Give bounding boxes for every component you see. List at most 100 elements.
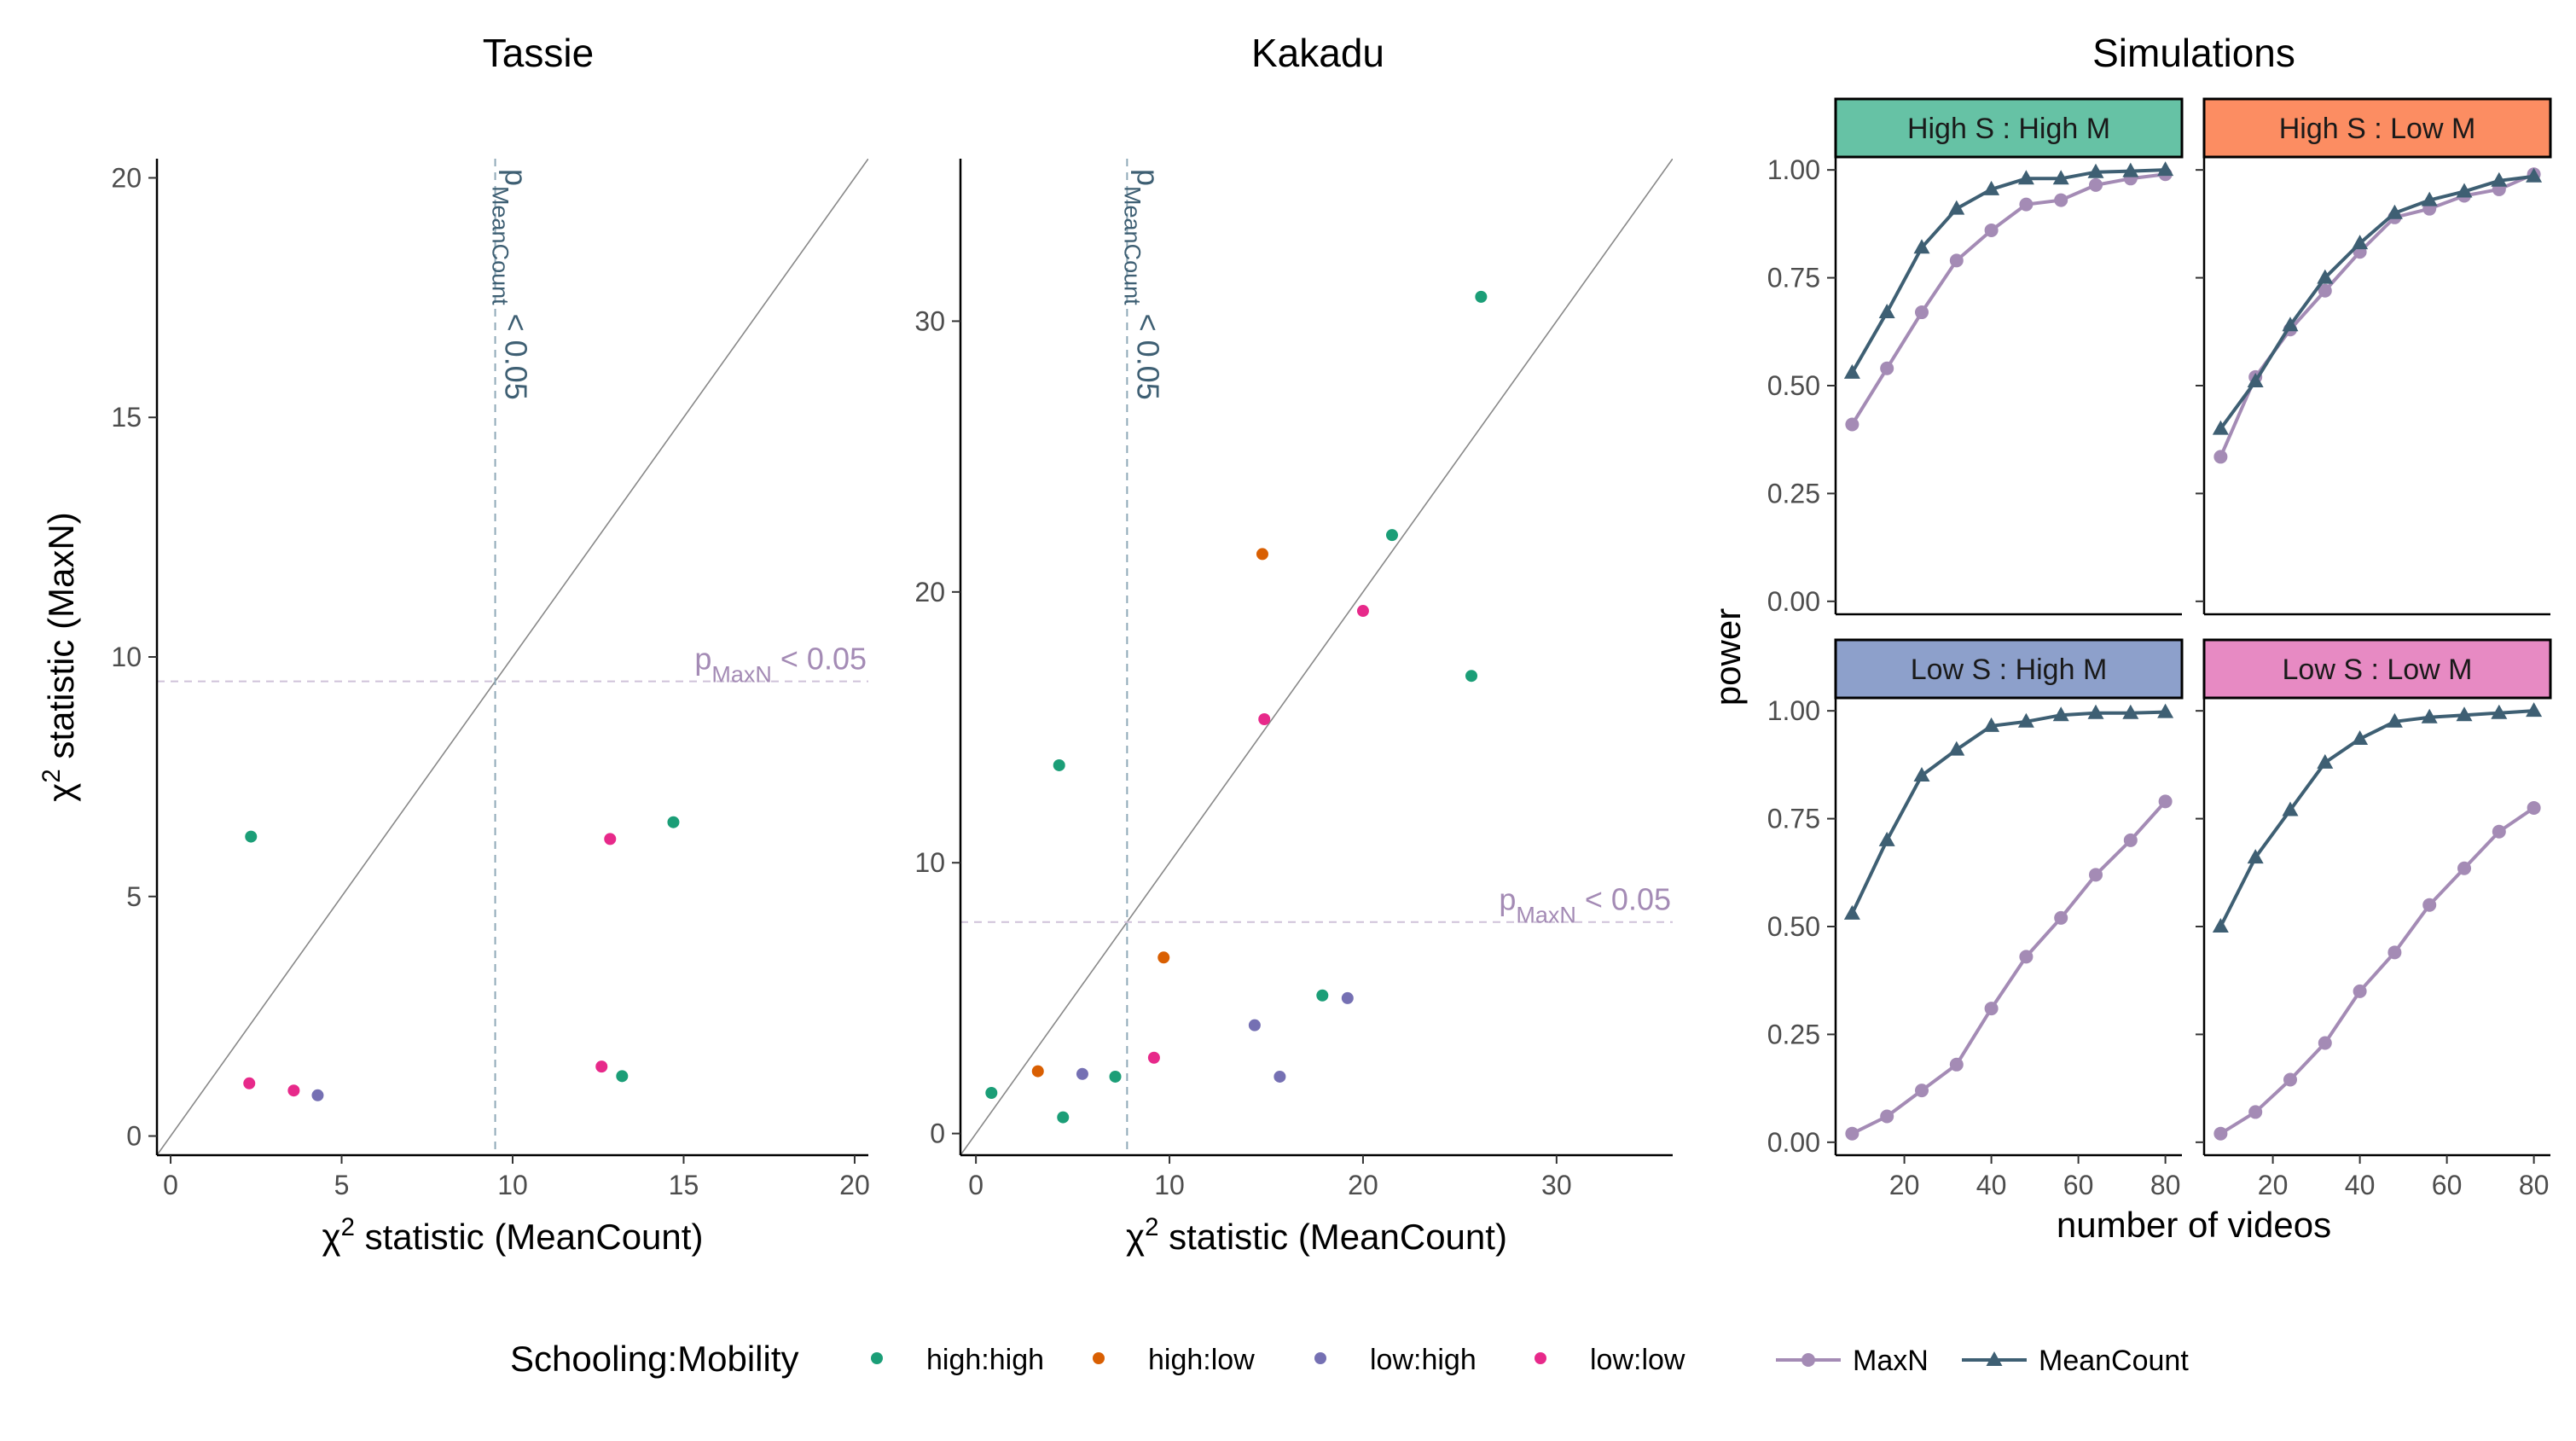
marker-meancount <box>2317 269 2334 284</box>
line-meancount <box>1850 168 2166 374</box>
facet-1: High S : High M 0.00 0.25 0.50 0.75 1.00 <box>1767 97 2184 617</box>
threshold-maxn-label: pMaxN < 0.05 <box>1499 882 1671 928</box>
x-tick-label: 0 <box>163 1170 178 1200</box>
point-high-high <box>1316 989 1329 1002</box>
facet-strip-label: High S : High M <box>1907 113 2110 145</box>
legend-key-high-high <box>871 1352 883 1364</box>
point-high-high <box>245 830 258 843</box>
legend-label: high:high <box>926 1344 1044 1376</box>
y-tick-label: 5 <box>126 881 142 912</box>
facet-strip-label: Low S : Low M <box>2283 654 2473 686</box>
line-meancount <box>1850 710 2166 915</box>
point-low-low <box>595 1060 608 1073</box>
marker-meancount <box>1843 363 1860 379</box>
marker-meancount <box>2456 183 2473 198</box>
marker-meancount <box>2491 171 2508 187</box>
identity-line <box>960 159 1673 1155</box>
legend-label: low:high <box>1370 1344 1477 1376</box>
marker-meancount <box>2122 162 2139 177</box>
point-low-low <box>1258 713 1271 725</box>
line-meancount <box>2219 174 2534 430</box>
marker-maxn <box>2123 833 2138 847</box>
marker-meancount <box>2212 918 2229 933</box>
marker-maxn <box>2318 1036 2332 1050</box>
x-tick-label: 20 <box>2258 1170 2289 1200</box>
marker-maxn <box>1949 1057 1964 1072</box>
marker-meancount <box>2456 706 2473 722</box>
point-high-high <box>667 816 680 828</box>
marker-meancount <box>2421 708 2438 723</box>
marker-meancount <box>2526 167 2543 183</box>
scatter-panel-kakadu: Kakadu pMeanCount < 0.05 pMaxN < 0.05 0 10 20… <box>914 31 1673 1257</box>
panel-title: Simulations <box>2092 31 2295 75</box>
marker-meancount <box>2017 712 2034 728</box>
facet-3: Low S : High M 0.00 0.25 0.50 0.75 1.00 20 40 60… <box>1767 638 2184 1200</box>
y-tick-label: 0.75 <box>1767 804 1820 834</box>
point-low-high <box>1273 1070 1286 1083</box>
marker-maxn <box>2248 1105 2263 1119</box>
y-tick-label: 0.00 <box>1767 1127 1820 1158</box>
marker-meancount <box>1948 200 1965 215</box>
marker-maxn <box>1845 1126 1859 1141</box>
legend-key-low-high <box>1314 1352 1326 1364</box>
line-maxn <box>2219 806 2535 1136</box>
x-tick-label: 80 <box>2519 1170 2550 1200</box>
legend-label: MaxN <box>1853 1345 1929 1377</box>
legend-label: low:low <box>1590 1344 1685 1376</box>
y-tick-label: 0.25 <box>1767 1019 1820 1049</box>
facet-2: High S : Low M <box>2196 97 2552 616</box>
marker-meancount <box>1948 741 1965 756</box>
x-tick-label: 30 <box>1541 1170 1572 1200</box>
point-low-high <box>1076 1067 1088 1080</box>
marker-meancount <box>2247 372 2264 387</box>
facet-strip <box>1834 97 2184 159</box>
y-tick-label: 0 <box>126 1121 142 1152</box>
facet-strip <box>2202 97 2552 159</box>
threshold-maxn-label: pMaxN < 0.05 <box>694 642 867 688</box>
marker-meancount <box>2122 704 2139 719</box>
marker-maxn <box>2054 910 2068 925</box>
marker-meancount <box>2282 801 2299 816</box>
facet-strip <box>1834 638 2184 700</box>
identity-line <box>157 159 868 1155</box>
point-low-low <box>1356 605 1369 618</box>
marker-maxn <box>2019 197 2034 212</box>
x-tick-label: 0 <box>968 1170 983 1200</box>
y-tick-label: 1.00 <box>1767 695 1820 726</box>
line-meancount <box>2219 709 2534 927</box>
marker-maxn <box>2527 800 2541 815</box>
point-high-low <box>1157 951 1170 964</box>
facet-strip-label: Low S : High M <box>1911 654 2108 686</box>
marker-maxn <box>2318 283 2332 298</box>
marker-maxn <box>2213 450 2228 464</box>
x-axis-label: χ2 statistic (MeanCount) <box>322 1213 704 1258</box>
facet-4: Low S : Low M 20 40 60 80 <box>2196 638 2552 1200</box>
marker-meancount <box>2386 712 2403 728</box>
simulations-panel: Simulations High S : High M 0.00 0.25 0.50 0.… <box>1708 31 2552 1245</box>
y-tick-label: 20 <box>111 162 142 193</box>
y-tick-label: 15 <box>111 402 142 433</box>
x-tick-label: 20 <box>839 1170 870 1200</box>
point-high-high <box>1057 1111 1070 1124</box>
y-tick-label: 0 <box>930 1119 945 1149</box>
marker-maxn <box>2387 945 2402 960</box>
x-tick-label: 40 <box>1976 1170 2007 1200</box>
marker-meancount <box>2386 204 2403 219</box>
point-high-high <box>985 1087 998 1099</box>
x-axis-label: number of videos <box>2057 1205 2331 1245</box>
y-tick-label: 0.50 <box>1767 911 1820 942</box>
marker-meancount <box>2212 420 2229 435</box>
marker-maxn <box>1914 1084 1929 1098</box>
marker-maxn <box>2353 984 2367 998</box>
marker-maxn <box>2283 1072 2297 1087</box>
marker-maxn <box>2492 824 2506 839</box>
marker-meancount <box>2491 704 2508 719</box>
marker-meancount <box>2052 170 2069 185</box>
marker-meancount <box>2526 702 2543 718</box>
x-tick-label: 10 <box>497 1170 528 1200</box>
point-high-high <box>1109 1070 1122 1083</box>
marker-meancount <box>2352 730 2369 746</box>
marker-maxn <box>2457 861 2472 875</box>
marker-meancount <box>1983 717 2000 732</box>
marker-maxn <box>1984 223 1999 237</box>
